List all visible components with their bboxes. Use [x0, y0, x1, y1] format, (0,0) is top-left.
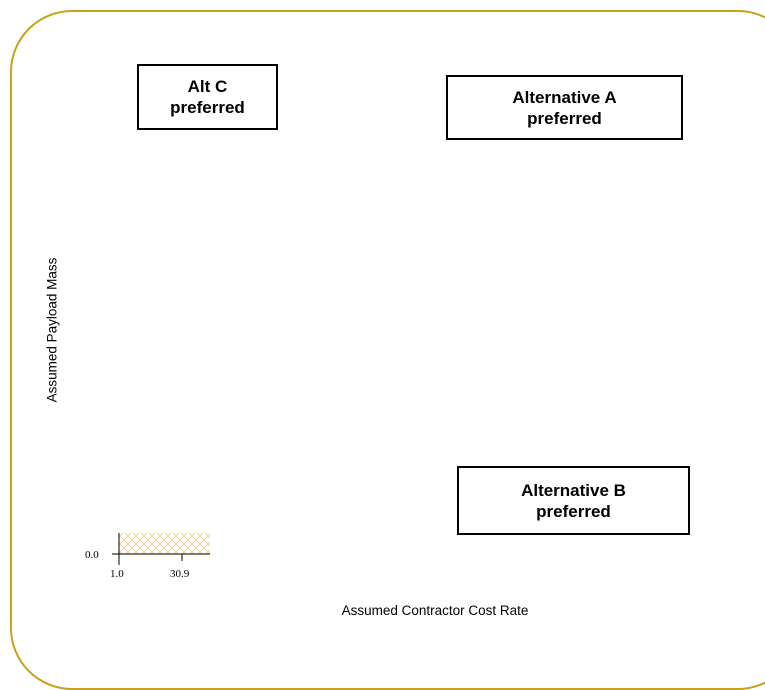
y-tick-label: 0.0: [85, 549, 99, 561]
alternative-a-preferred-box: Alternative A preferred: [446, 75, 683, 140]
y-axis-label: Assumed Payload Mass: [44, 257, 60, 403]
alternative-b-preferred-box: Alternative B preferred: [457, 466, 690, 535]
alt-c-preferred-box: Alt C preferred: [137, 64, 278, 130]
mini-plot: 0.0 1.0 30.9: [85, 533, 210, 580]
x-tick-label-2: 30.9: [170, 568, 190, 580]
x-axis-label: Assumed Contractor Cost Rate: [341, 603, 529, 618]
hatched-region: [119, 533, 210, 554]
x-tick-label-1: 1.0: [110, 568, 124, 580]
